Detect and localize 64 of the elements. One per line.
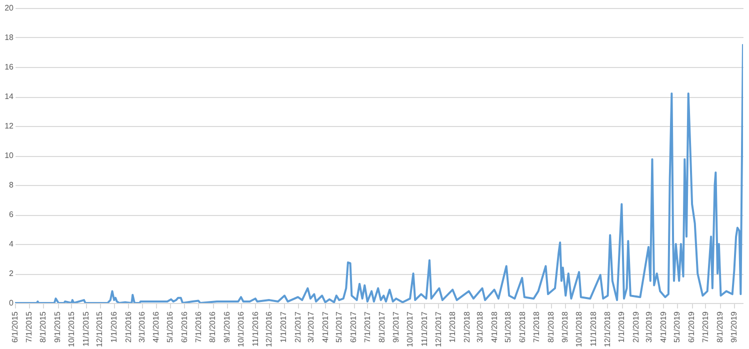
x-tick-label: 3/1/2017 (306, 310, 316, 343)
x-tick-label: 6/1/2015 (10, 310, 20, 343)
x-tick-label: 10/1/2018 (574, 310, 584, 348)
x-tick-label: 7/1/2015 (24, 310, 34, 343)
x-tick-label: 7/1/2019 (700, 310, 710, 343)
x-tick-label: 7/1/2018 (532, 310, 541, 343)
x-tick-label: 11/1/2016 (250, 310, 260, 346)
x-tick-label: 1/1/2016 (110, 310, 119, 343)
x-tick-label: 6/1/2019 (687, 310, 696, 343)
y-tick-label: 20 (4, 4, 14, 12)
y-tick-label: 8 (9, 180, 14, 190)
x-tick-label: 2/1/2019 (632, 310, 641, 343)
x-tick-label: 5/1/2017 (334, 310, 344, 343)
x-tick-label: 9/1/2019 (730, 310, 739, 343)
y-tick-label: 12 (4, 122, 14, 130)
x-tick-label: 2/1/2018 (462, 310, 472, 343)
x-tick-label: 12/1/2018 (602, 310, 612, 348)
x-tick-label: 2/1/2017 (293, 310, 302, 343)
y-tick-label: 4 (9, 240, 14, 248)
x-tick-label: 12/1/2016 (264, 310, 274, 348)
y-tick-label: 6 (9, 210, 14, 219)
x-tick-label: 11/1/2017 (420, 310, 429, 346)
x-tick-label: 1/1/2017 (279, 310, 288, 343)
x-tick-label: 8/1/2019 (715, 310, 724, 343)
x-tick-label: 10/1/2017 (406, 310, 415, 348)
x-tick-label: 11/1/2015 (81, 310, 90, 346)
x-tick-label: 6/1/2017 (349, 310, 358, 343)
y-tick-label: 18 (4, 33, 14, 42)
x-tick-label: 5/1/2016 (166, 310, 175, 343)
y-tick-label: 10 (4, 151, 14, 160)
line-series (15, 43, 743, 303)
x-tick-label: 3/1/2019 (644, 310, 654, 343)
x-tick-label: 2/1/2016 (124, 310, 133, 343)
x-tick-label: 4/1/2016 (152, 310, 161, 343)
x-tick-label: 4/1/2019 (658, 310, 668, 343)
x-tick-label: 9/1/2016 (222, 310, 232, 343)
x-tick-label: 12/1/2017 (434, 310, 443, 348)
x-tick-label: 10/1/2016 (236, 310, 246, 348)
x-tick-label: 9/1/2017 (392, 310, 401, 343)
x-tick-label: 1/1/2019 (617, 310, 626, 343)
x-tick-label: 1/1/2018 (448, 310, 458, 343)
x-tick-label: 10/1/2015 (67, 310, 76, 348)
x-tick-label: 7/1/2017 (362, 310, 372, 343)
y-tick-label: 16 (4, 62, 14, 72)
x-tick-label: 9/1/2018 (560, 310, 570, 343)
x-tick-label: 9/1/2015 (53, 310, 62, 343)
x-tick-label: 8/1/2018 (546, 310, 556, 343)
x-tick-label: 4/1/2017 (320, 310, 330, 343)
y-tick-label: 14 (4, 92, 14, 101)
y-tick-label: 0 (9, 298, 14, 308)
x-tick-label: 8/1/2016 (208, 310, 218, 343)
x-tick-label: 6/1/2016 (180, 310, 189, 343)
x-tick-label: 5/1/2019 (672, 310, 682, 343)
y-tick-label: 2 (9, 269, 14, 278)
x-tick-label: 8/1/2017 (377, 310, 386, 343)
x-tick-label: 12/1/2015 (95, 310, 104, 348)
x-tick-label: 7/1/2016 (194, 310, 203, 343)
x-tick-label: 4/1/2018 (490, 310, 499, 343)
x-tick-label: 3/1/2018 (475, 310, 484, 343)
x-tick-label: 3/1/2016 (137, 310, 146, 343)
x-tick-label: 8/1/2015 (38, 310, 48, 343)
x-tick-label: 11/1/2018 (588, 310, 598, 346)
x-tick-label: 6/1/2018 (518, 310, 528, 343)
x-tick-label: 5/1/2018 (504, 310, 513, 343)
